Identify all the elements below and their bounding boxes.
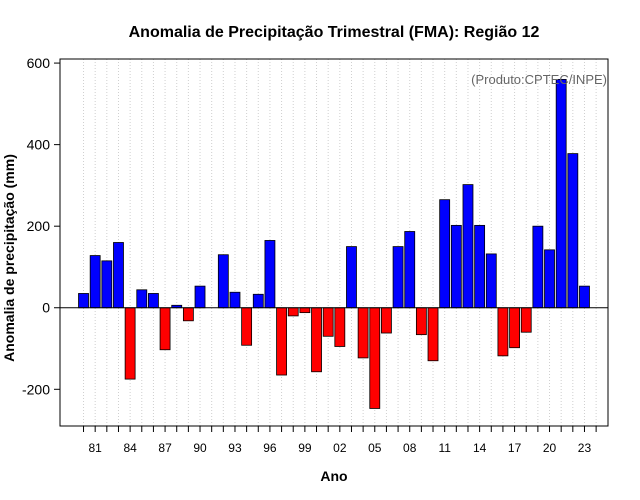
credit-label: (Produto:CPTEC/INPE)	[471, 72, 607, 87]
bar-2003	[346, 246, 357, 309]
y-tick-label: 200	[27, 218, 51, 234]
bar-2023	[579, 285, 590, 309]
bar-2022	[567, 153, 579, 309]
bar-2018	[520, 307, 532, 333]
x-tick-label: 08	[403, 441, 417, 455]
bar-2021	[555, 78, 567, 309]
bar-1996	[264, 240, 276, 309]
y-tick-label: 600	[27, 55, 51, 71]
x-tick-label: 81	[88, 441, 102, 455]
bar-1987	[159, 307, 171, 351]
bar-1985	[136, 289, 148, 309]
bar-1994	[241, 307, 253, 346]
x-tick-label: 02	[333, 441, 347, 455]
bar-1989	[182, 307, 194, 322]
x-tick-label: 84	[123, 441, 137, 455]
bar-2013	[462, 184, 474, 309]
x-tick-label: 96	[263, 441, 277, 455]
bar-1990	[194, 285, 206, 309]
bar-1992	[217, 254, 229, 309]
bar-2015	[485, 253, 497, 309]
bar-1983	[113, 242, 124, 309]
bar-2016	[497, 307, 509, 357]
bar-2007	[392, 246, 404, 309]
grid-lines	[83, 59, 597, 426]
chart-title: Anomalia de Precipitação Trimestral (FMA…	[129, 24, 540, 41]
bar-2009	[415, 307, 427, 336]
bar-2005	[369, 307, 381, 409]
x-tick-label: 93	[228, 441, 242, 455]
bar-1982	[101, 260, 113, 309]
bar-1995	[252, 293, 264, 309]
bar-2008	[404, 231, 416, 309]
x-tick-label: 20	[543, 441, 557, 455]
bar-2004	[357, 307, 369, 359]
bar-2000	[311, 307, 322, 373]
x-axis-label: Ano	[320, 468, 347, 484]
x-tick-label: 23	[578, 441, 592, 455]
x-tick-label: 05	[368, 441, 382, 455]
y-tick-label: 0	[42, 300, 50, 316]
x-axis: 81 84 87 90 93 96 99 02 05 08 11 14 17 20 23	[83, 426, 597, 455]
y-axis-label: Anomalia de precipitação (mm)	[1, 154, 17, 362]
x-tick-label: 87	[158, 441, 172, 455]
x-tick-label: 14	[473, 441, 487, 455]
bar-2019	[532, 225, 544, 309]
x-tick-label: 90	[193, 441, 207, 455]
y-tick-label: -200	[22, 381, 50, 397]
bar-2014	[474, 224, 486, 309]
x-tick-label: 17	[508, 441, 522, 455]
y-axis: -200 0 200 400 600	[22, 55, 60, 397]
bar-1997	[276, 307, 287, 376]
bar-1998	[287, 307, 299, 317]
bar-1999	[299, 307, 311, 314]
bar-2012	[450, 224, 462, 309]
bar-2006	[381, 307, 392, 334]
bar-2001	[322, 307, 334, 337]
y-tick-label: 400	[27, 137, 51, 153]
bar-2020	[544, 249, 555, 309]
bar-1984	[124, 307, 136, 380]
x-tick-label: 11	[438, 441, 451, 455]
bar-1993	[229, 291, 241, 309]
bar-2011	[439, 199, 451, 309]
bars	[78, 78, 590, 409]
bar-2017	[509, 307, 520, 349]
plot-frame	[59, 58, 609, 427]
bar-2002	[334, 307, 346, 347]
x-tick-label: 99	[298, 441, 312, 455]
bar-2010	[427, 307, 439, 362]
bar-1986	[148, 293, 159, 309]
bar-1980	[78, 293, 89, 309]
bar-1981	[89, 255, 101, 309]
